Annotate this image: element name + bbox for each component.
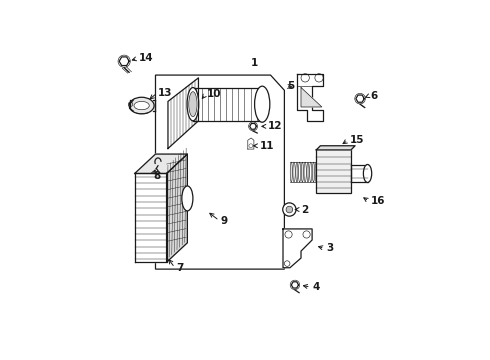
Polygon shape xyxy=(250,123,256,129)
Ellipse shape xyxy=(255,86,270,122)
Ellipse shape xyxy=(134,102,149,110)
Text: 16: 16 xyxy=(370,196,385,206)
Ellipse shape xyxy=(187,87,199,121)
Ellipse shape xyxy=(307,162,309,182)
Ellipse shape xyxy=(290,162,293,182)
Text: 14: 14 xyxy=(139,53,153,63)
Text: 15: 15 xyxy=(349,135,364,145)
Ellipse shape xyxy=(129,97,154,114)
Circle shape xyxy=(286,206,293,213)
Polygon shape xyxy=(301,87,322,107)
Ellipse shape xyxy=(189,92,197,117)
Ellipse shape xyxy=(182,186,193,211)
Ellipse shape xyxy=(313,162,315,182)
Circle shape xyxy=(283,203,296,216)
Polygon shape xyxy=(248,138,254,149)
Polygon shape xyxy=(316,146,355,150)
Polygon shape xyxy=(283,229,312,268)
Text: 11: 11 xyxy=(259,141,274,151)
Text: 7: 7 xyxy=(176,263,184,273)
Polygon shape xyxy=(297,74,323,121)
Polygon shape xyxy=(292,282,298,288)
Ellipse shape xyxy=(301,162,303,182)
Polygon shape xyxy=(356,95,364,102)
Text: 5: 5 xyxy=(287,81,294,91)
Text: 12: 12 xyxy=(268,121,282,131)
Ellipse shape xyxy=(364,165,372,183)
Text: 8: 8 xyxy=(153,171,161,181)
Text: 6: 6 xyxy=(370,91,378,101)
FancyBboxPatch shape xyxy=(316,149,351,193)
Text: 1: 1 xyxy=(251,58,258,68)
Text: 2: 2 xyxy=(301,204,308,215)
Text: 3: 3 xyxy=(326,243,333,253)
Ellipse shape xyxy=(296,162,298,182)
Text: 4: 4 xyxy=(312,282,319,292)
Polygon shape xyxy=(119,57,129,66)
Polygon shape xyxy=(168,78,198,149)
Polygon shape xyxy=(167,154,187,262)
Polygon shape xyxy=(135,174,167,262)
Text: 13: 13 xyxy=(158,88,173,98)
Polygon shape xyxy=(135,154,187,174)
Text: 9: 9 xyxy=(220,216,228,226)
Text: 10: 10 xyxy=(207,90,221,99)
